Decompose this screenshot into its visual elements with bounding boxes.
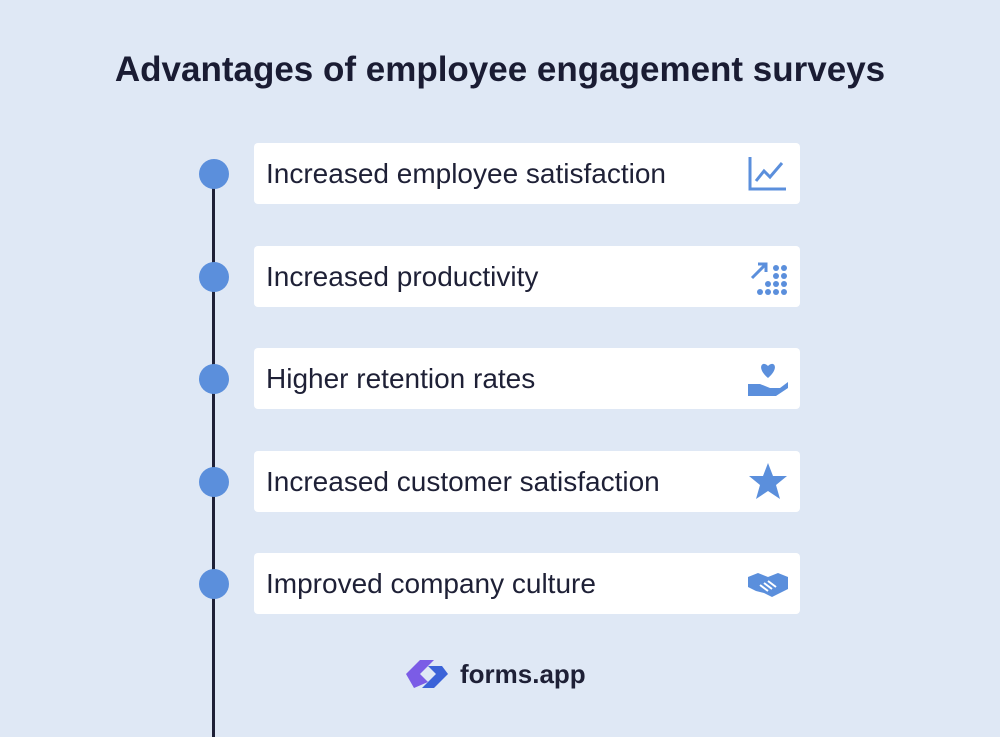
item-card: Increased employee satisfaction (254, 143, 800, 204)
brand-name: forms.app (460, 658, 586, 689)
timeline-dot (199, 261, 229, 292)
timeline (212, 175, 215, 737)
item-icon (749, 462, 787, 499)
item-card: Higher retention rates (254, 348, 800, 410)
timeline-dot (199, 159, 229, 189)
timeline-dot (199, 364, 229, 395)
item-card: Improved company culture (254, 553, 800, 615)
item-label: Higher retention rates (266, 363, 536, 395)
brand-logo (406, 660, 448, 688)
timeline-dot (199, 466, 229, 497)
item-label: Increased productivity (266, 260, 539, 292)
brand: forms.app (402, 652, 586, 696)
item-icon (750, 262, 787, 295)
item-label: Increased employee satisfaction (266, 158, 666, 189)
item-icon (748, 157, 786, 191)
item-card: Increased productivity (254, 245, 800, 307)
item-icon (748, 364, 788, 397)
item-label: Increased customer satisfaction (266, 465, 660, 497)
item-icon (748, 573, 788, 598)
item-card: Increased customer satisfaction (254, 450, 800, 512)
title: Advantages of employee engagement survey… (114, 50, 886, 89)
item-label: Improved company culture (266, 568, 596, 600)
timeline-dot (199, 569, 229, 600)
